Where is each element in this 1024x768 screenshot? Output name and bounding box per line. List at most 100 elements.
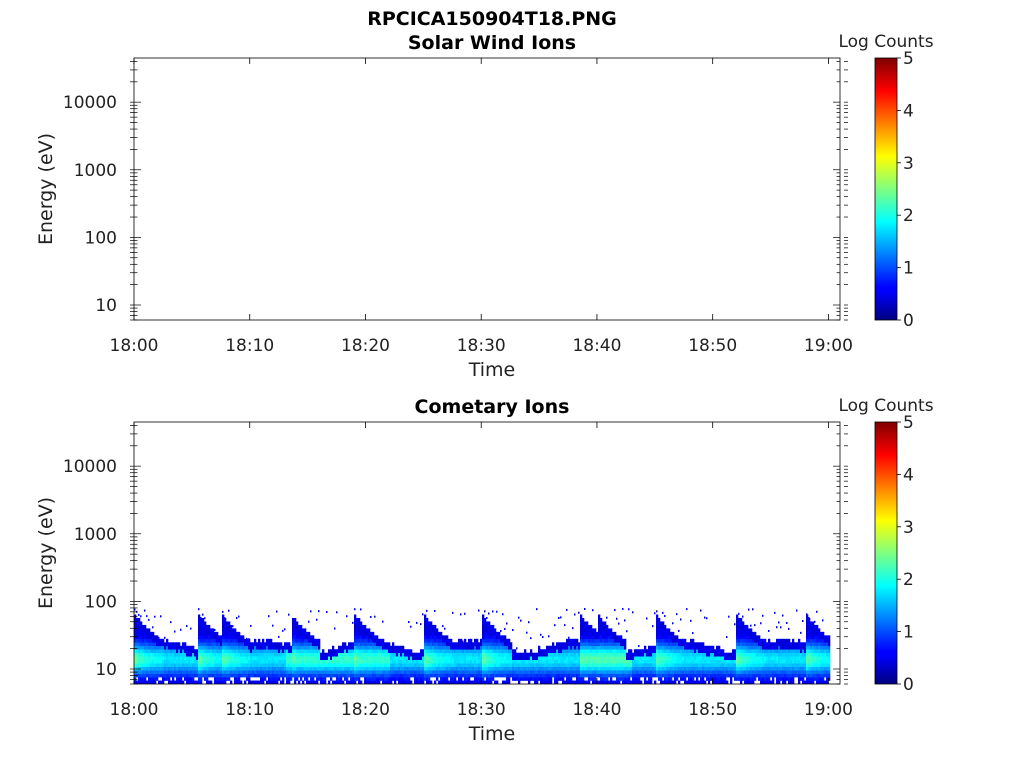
heatmap-cell bbox=[748, 656, 751, 660]
heatmap-cell bbox=[540, 673, 543, 678]
heatmap-cell bbox=[176, 659, 179, 664]
heatmap-cell bbox=[600, 656, 603, 660]
heatmap-cell bbox=[152, 631, 155, 636]
heatmap-cell bbox=[608, 659, 611, 664]
heatmap-cell bbox=[168, 652, 171, 657]
heatmap-cell bbox=[206, 628, 209, 633]
heatmap-cell bbox=[810, 663, 813, 667]
heatmap-cell bbox=[202, 621, 205, 626]
heatmap-cell bbox=[198, 680, 201, 684]
heatmap-cell bbox=[464, 656, 467, 660]
heatmap-cell bbox=[588, 666, 591, 671]
heatmap-cell bbox=[232, 635, 235, 640]
heatmap-cell bbox=[782, 677, 785, 681]
heatmap-cell bbox=[502, 613, 504, 616]
heatmap-cell bbox=[592, 673, 595, 678]
heatmap-cell bbox=[694, 649, 697, 654]
heatmap-cell bbox=[790, 659, 793, 664]
heatmap-cell bbox=[808, 642, 811, 647]
heatmap-cell bbox=[440, 645, 443, 650]
heatmap-cell bbox=[546, 663, 549, 667]
heatmap-cell bbox=[360, 680, 363, 684]
heatmap-cell bbox=[474, 659, 477, 664]
heatmap-cell bbox=[558, 649, 561, 654]
heatmap-cell bbox=[828, 666, 831, 671]
heatmap-cell bbox=[422, 649, 425, 654]
heatmap-cell bbox=[748, 663, 751, 667]
heatmap-cell bbox=[240, 645, 243, 650]
heatmap-cell bbox=[792, 680, 795, 684]
heatmap-cell bbox=[266, 670, 269, 674]
heatmap-cell bbox=[586, 645, 589, 650]
heatmap-cell bbox=[794, 645, 797, 650]
heatmap-cell bbox=[246, 670, 249, 674]
heatmap-cell bbox=[200, 642, 203, 647]
heatmap-cell bbox=[382, 663, 385, 667]
heatmap-cell bbox=[200, 621, 203, 626]
heatmap-cell bbox=[548, 677, 551, 681]
heatmap-cell bbox=[398, 656, 401, 660]
heatmap-cell bbox=[152, 642, 155, 647]
heatmap-cell bbox=[594, 666, 597, 671]
heatmap-cell bbox=[586, 649, 589, 654]
heatmap-cell bbox=[816, 628, 819, 633]
heatmap-cell bbox=[810, 642, 813, 647]
heatmap-cell bbox=[586, 621, 589, 626]
heatmap-cell bbox=[714, 670, 717, 674]
heatmap-cell bbox=[580, 659, 583, 664]
heatmap-cell bbox=[176, 645, 179, 650]
heatmap-cell bbox=[544, 673, 547, 678]
heatmap-cell bbox=[666, 628, 669, 633]
heatmap-cell bbox=[628, 677, 631, 681]
heatmap-cell bbox=[796, 659, 799, 664]
heatmap-cell bbox=[490, 663, 493, 667]
heatmap-cell bbox=[732, 663, 735, 667]
heatmap-cell bbox=[498, 652, 501, 657]
heatmap-cell bbox=[732, 659, 735, 664]
heatmap-cell bbox=[708, 663, 711, 667]
heatmap-cell bbox=[142, 666, 145, 671]
heatmap-cell bbox=[582, 642, 585, 647]
heatmap-cell bbox=[768, 673, 771, 678]
heatmap-cell bbox=[230, 670, 233, 674]
heatmap-cell bbox=[430, 680, 433, 684]
heatmap-cell bbox=[702, 649, 705, 654]
heatmap-cell bbox=[208, 642, 211, 647]
heatmap-cell bbox=[590, 628, 593, 633]
heatmap-cell bbox=[538, 670, 541, 674]
heatmap-cell bbox=[224, 645, 227, 650]
heatmap-cell bbox=[488, 621, 491, 626]
heatmap-cell bbox=[708, 656, 711, 660]
heatmap-cell bbox=[310, 677, 313, 681]
heatmap-cell bbox=[424, 642, 427, 647]
heatmap-cell bbox=[336, 659, 339, 664]
heatmap-cell bbox=[802, 656, 805, 660]
heatmap-cell bbox=[612, 631, 615, 636]
heatmap-cell bbox=[274, 680, 277, 684]
heatmap-cell bbox=[306, 642, 309, 647]
heatmap-cell bbox=[798, 645, 801, 650]
heatmap-cell bbox=[498, 645, 501, 650]
heatmap-cell bbox=[502, 673, 505, 678]
heatmap-cell bbox=[676, 613, 678, 616]
heatmap-cell bbox=[232, 673, 235, 678]
heatmap-cell bbox=[774, 666, 777, 671]
heatmap-cell bbox=[200, 663, 203, 667]
heatmap-cell bbox=[484, 645, 487, 650]
heatmap-cell bbox=[354, 608, 356, 611]
heatmap-cell bbox=[138, 663, 141, 667]
heatmap-cell bbox=[342, 649, 345, 654]
heatmap-cell bbox=[278, 670, 281, 674]
heatmap-cell bbox=[226, 670, 229, 674]
heatmap-cell bbox=[350, 652, 353, 657]
heatmap-cell bbox=[722, 673, 725, 678]
heatmap-cell bbox=[630, 659, 633, 664]
heatmap-cell bbox=[478, 673, 481, 678]
heatmap-cell bbox=[806, 673, 809, 678]
heatmap-cell bbox=[208, 645, 211, 650]
cometary-heatmap bbox=[134, 607, 831, 684]
heatmap-cell bbox=[790, 652, 793, 657]
heatmap-cell bbox=[216, 670, 219, 674]
heatmap-cell bbox=[482, 628, 485, 633]
heatmap-cell bbox=[766, 663, 769, 667]
